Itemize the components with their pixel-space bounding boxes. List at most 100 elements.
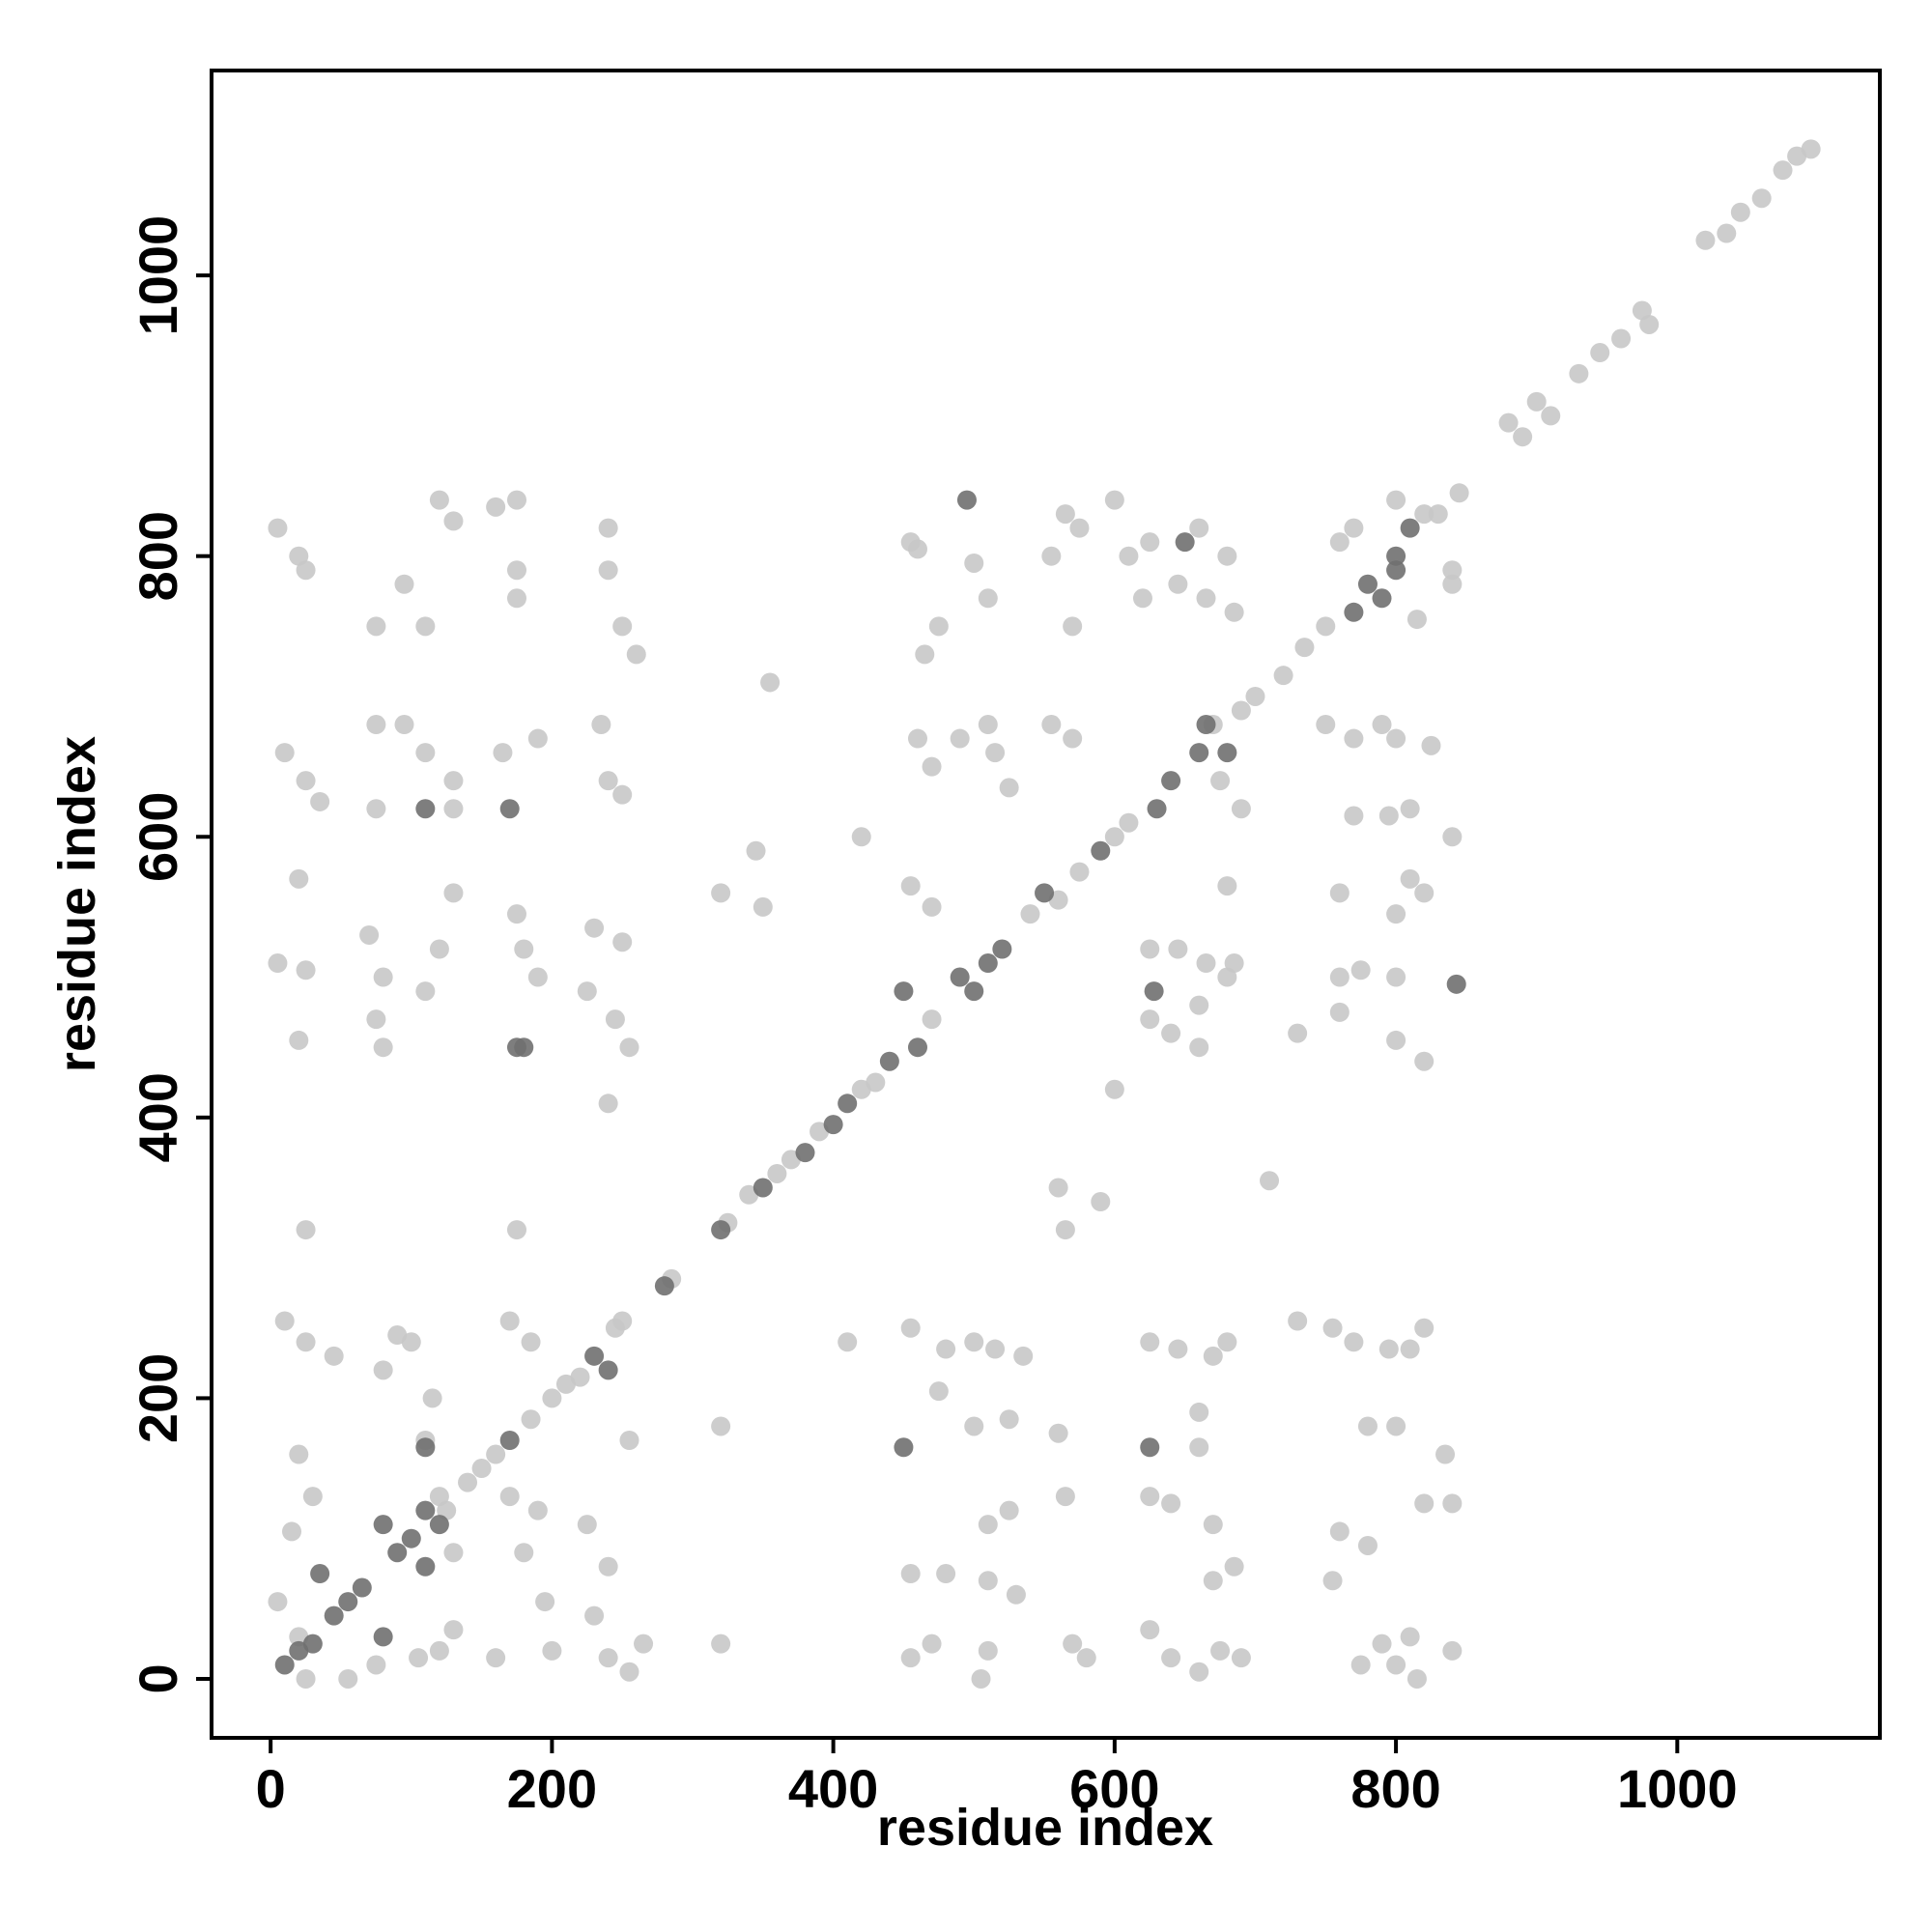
point bbox=[429, 939, 449, 959]
point bbox=[1189, 1402, 1209, 1422]
point bbox=[1189, 743, 1209, 763]
y-axis-title: residue index bbox=[48, 736, 106, 1072]
point bbox=[415, 1500, 436, 1520]
point bbox=[900, 1564, 921, 1584]
point bbox=[506, 1220, 526, 1240]
point bbox=[274, 743, 295, 763]
point bbox=[1217, 743, 1237, 763]
point bbox=[429, 1515, 449, 1535]
point bbox=[1006, 1584, 1026, 1605]
point bbox=[1175, 532, 1195, 553]
point bbox=[626, 644, 646, 665]
point bbox=[296, 771, 316, 791]
point bbox=[1386, 1416, 1406, 1436]
point bbox=[289, 868, 309, 889]
point bbox=[1245, 686, 1265, 706]
point bbox=[401, 1332, 421, 1352]
point bbox=[971, 1668, 991, 1689]
point bbox=[282, 1521, 302, 1542]
point bbox=[443, 883, 464, 903]
point bbox=[458, 1472, 478, 1492]
point bbox=[1386, 546, 1406, 566]
point bbox=[612, 616, 633, 637]
point bbox=[1372, 715, 1392, 735]
point bbox=[415, 799, 436, 819]
point bbox=[1344, 518, 1364, 538]
point bbox=[1189, 1437, 1209, 1458]
y-tick-label: 0 bbox=[128, 1663, 188, 1693]
point bbox=[598, 1360, 618, 1380]
point bbox=[443, 771, 464, 791]
point bbox=[542, 1640, 562, 1661]
point bbox=[1400, 1339, 1420, 1359]
point bbox=[1196, 588, 1216, 609]
point bbox=[1203, 1346, 1223, 1366]
point bbox=[296, 560, 316, 581]
y-tick-label: 200 bbox=[128, 1353, 188, 1443]
point bbox=[296, 1220, 316, 1240]
point bbox=[1091, 1192, 1111, 1212]
point bbox=[387, 1543, 408, 1563]
point bbox=[415, 743, 436, 763]
point bbox=[1414, 1051, 1435, 1071]
point bbox=[1224, 953, 1244, 974]
point bbox=[415, 981, 436, 1002]
point bbox=[296, 1332, 316, 1352]
point bbox=[999, 778, 1019, 798]
point bbox=[1541, 406, 1561, 426]
point bbox=[429, 490, 449, 510]
point bbox=[964, 553, 984, 573]
point bbox=[443, 799, 464, 819]
x-tick-label: 1000 bbox=[1617, 1758, 1738, 1819]
point bbox=[964, 1332, 984, 1352]
point bbox=[1386, 490, 1406, 510]
point bbox=[542, 1388, 562, 1408]
point bbox=[1161, 1493, 1181, 1514]
point bbox=[359, 924, 380, 945]
point bbox=[268, 518, 288, 538]
y-tick-label: 1000 bbox=[128, 215, 188, 336]
point bbox=[978, 1640, 998, 1661]
point bbox=[577, 1515, 597, 1535]
point bbox=[514, 1037, 534, 1058]
point bbox=[1329, 883, 1350, 903]
point bbox=[1140, 1487, 1160, 1507]
point bbox=[1386, 560, 1406, 581]
point bbox=[1695, 230, 1716, 250]
point bbox=[1386, 728, 1406, 749]
point bbox=[1357, 1535, 1378, 1555]
point bbox=[598, 560, 618, 581]
point bbox=[373, 1037, 393, 1058]
point bbox=[1217, 1332, 1237, 1352]
point bbox=[851, 827, 871, 847]
point bbox=[570, 1367, 590, 1387]
point bbox=[302, 1487, 323, 1507]
point bbox=[577, 981, 597, 1002]
point bbox=[499, 799, 520, 819]
point bbox=[950, 967, 970, 987]
point bbox=[1288, 1023, 1308, 1043]
point bbox=[1231, 799, 1251, 819]
point bbox=[1189, 995, 1209, 1015]
point bbox=[1041, 546, 1062, 566]
point bbox=[907, 1037, 927, 1058]
point bbox=[1322, 1571, 1343, 1591]
point bbox=[1196, 953, 1216, 974]
point bbox=[1446, 974, 1466, 994]
point bbox=[1344, 602, 1364, 622]
x-tick-label: 600 bbox=[1069, 1758, 1159, 1819]
point bbox=[634, 1634, 654, 1654]
point bbox=[964, 981, 984, 1002]
point bbox=[527, 728, 548, 749]
point bbox=[711, 1220, 731, 1240]
point bbox=[1329, 967, 1350, 987]
point bbox=[838, 1332, 858, 1352]
point bbox=[1344, 1332, 1364, 1352]
point bbox=[907, 539, 927, 559]
point bbox=[499, 1311, 520, 1331]
point bbox=[978, 588, 998, 609]
point bbox=[1140, 1332, 1160, 1352]
point bbox=[443, 1543, 464, 1563]
point bbox=[900, 1648, 921, 1668]
